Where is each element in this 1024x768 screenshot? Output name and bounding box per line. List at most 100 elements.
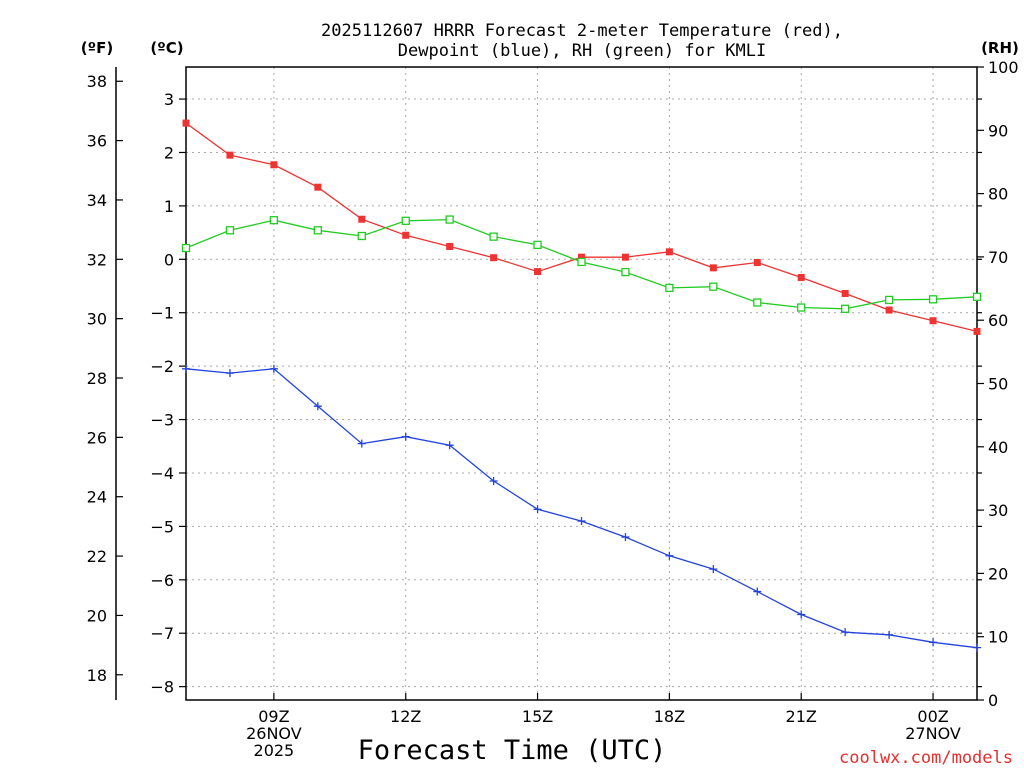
data-point-red (578, 253, 585, 261)
data-point-blue (929, 638, 938, 647)
data-point-red (929, 317, 937, 325)
data-point-blue (885, 630, 894, 639)
x-tick-label: 21Z (786, 707, 817, 726)
data-point-red (885, 306, 893, 314)
data-point-blue (489, 476, 498, 485)
data-point-blue (445, 441, 454, 450)
data-point-green (269, 216, 279, 225)
data-point-blue (665, 551, 674, 560)
data-point-green (753, 298, 762, 307)
fahrenheit-tick-label: 28 (87, 369, 107, 388)
celsius-tick-label: −4 (150, 464, 174, 483)
celsius-tick-label: −1 (150, 304, 174, 323)
axes-layer: 3210−1−2−3−4−5−6−7−838363432302826242220… (87, 58, 1019, 760)
data-point-green (489, 232, 498, 241)
rh-tick-label: 0 (988, 691, 998, 710)
rh-tick-label: 90 (988, 121, 1008, 140)
rh-tick-label: 100 (988, 58, 1019, 77)
data-point-blue (401, 432, 410, 441)
x-tick-label: 00Z (917, 707, 948, 726)
rh-tick-label: 30 (988, 501, 1008, 520)
data-point-red (709, 264, 717, 272)
data-point-blue (797, 610, 806, 619)
data-point-green (928, 295, 938, 304)
data-point-green (841, 304, 850, 313)
fahrenheit-tick-label: 22 (87, 547, 107, 566)
celsius-unit-label: (ºC) (150, 39, 183, 57)
data-point-green (533, 240, 542, 250)
data-point-blue (313, 402, 322, 411)
fahrenheit-tick-label: 36 (87, 132, 107, 151)
data-point-blue (269, 364, 278, 373)
data-point-red (841, 289, 849, 297)
chart-title-line1: 2025112607 HRRR Forecast 2-meter Tempera… (321, 21, 843, 41)
data-point-blue (357, 439, 366, 448)
celsius-tick-label: −7 (150, 624, 174, 643)
data-point-red (534, 268, 542, 276)
rh-tick-label: 70 (988, 248, 1008, 267)
x-tick-label: 09Z (258, 707, 289, 726)
data-point-blue (973, 643, 981, 652)
fahrenheit-tick-label: 34 (87, 191, 107, 210)
fahrenheit-unit-label: (ºF) (81, 39, 113, 57)
data-point-blue (841, 628, 850, 637)
data-point-red (314, 183, 322, 191)
data-point-green (401, 216, 410, 225)
data-point-red (621, 253, 629, 261)
fahrenheit-tick-label: 18 (87, 666, 107, 685)
data-point-blue (753, 587, 762, 596)
series-layer (181, 119, 982, 652)
fahrenheit-tick-label: 26 (87, 428, 107, 447)
celsius-tick-label: 2 (164, 143, 174, 162)
data-point-blue (182, 364, 190, 373)
data-point-blue (533, 505, 542, 514)
data-point-green (357, 231, 366, 241)
data-point-red (402, 231, 410, 239)
fahrenheit-tick-label: 38 (87, 72, 107, 91)
rh-tick-label: 50 (988, 375, 1008, 394)
series-line-blue (185, 368, 978, 649)
data-point-green (621, 267, 630, 277)
data-point-green (972, 292, 982, 301)
x-tick-label: 15Z (522, 707, 553, 726)
rh-unit-label: (RH) (981, 39, 1019, 57)
celsius-tick-label: 0 (164, 250, 174, 269)
source-watermark: coolwx.com/models (839, 748, 1013, 768)
data-point-green (665, 283, 674, 293)
data-point-blue (577, 517, 586, 526)
data-point-red (182, 119, 190, 127)
celsius-tick-label: −5 (150, 517, 174, 536)
data-point-blue (621, 533, 630, 542)
x-tick-label: 26NOV (246, 724, 302, 743)
rh-tick-label: 80 (988, 185, 1008, 204)
plot-frame (185, 66, 978, 701)
data-point-green (797, 303, 806, 312)
x-tick-label: 27NOV (905, 724, 961, 743)
data-point-red (490, 254, 498, 262)
data-point-green (577, 257, 586, 267)
celsius-tick-label: −2 (150, 357, 174, 376)
data-point-red (358, 215, 366, 223)
data-point-blue (709, 565, 718, 574)
celsius-tick-label: 3 (164, 90, 174, 109)
celsius-tick-label: −8 (150, 678, 174, 697)
data-point-red (446, 242, 454, 250)
data-point-green (225, 226, 235, 235)
x-tick-label: 12Z (390, 707, 421, 726)
data-point-red (270, 161, 278, 169)
data-point-blue (225, 369, 234, 378)
data-point-green (181, 243, 191, 253)
data-point-green (884, 295, 894, 305)
data-point-green (313, 226, 322, 235)
celsius-tick-label: −6 (150, 571, 174, 590)
fahrenheit-tick-label: 30 (87, 310, 107, 329)
rh-tick-label: 40 (988, 438, 1008, 457)
x-tick-label: 2025 (254, 741, 295, 760)
celsius-tick-label: −3 (150, 411, 174, 430)
chart-title-line2: Dewpoint (blue), RH (green) for KMLI (398, 41, 766, 61)
data-point-red (797, 273, 805, 281)
data-point-red (753, 259, 761, 267)
rh-tick-label: 20 (988, 564, 1008, 583)
